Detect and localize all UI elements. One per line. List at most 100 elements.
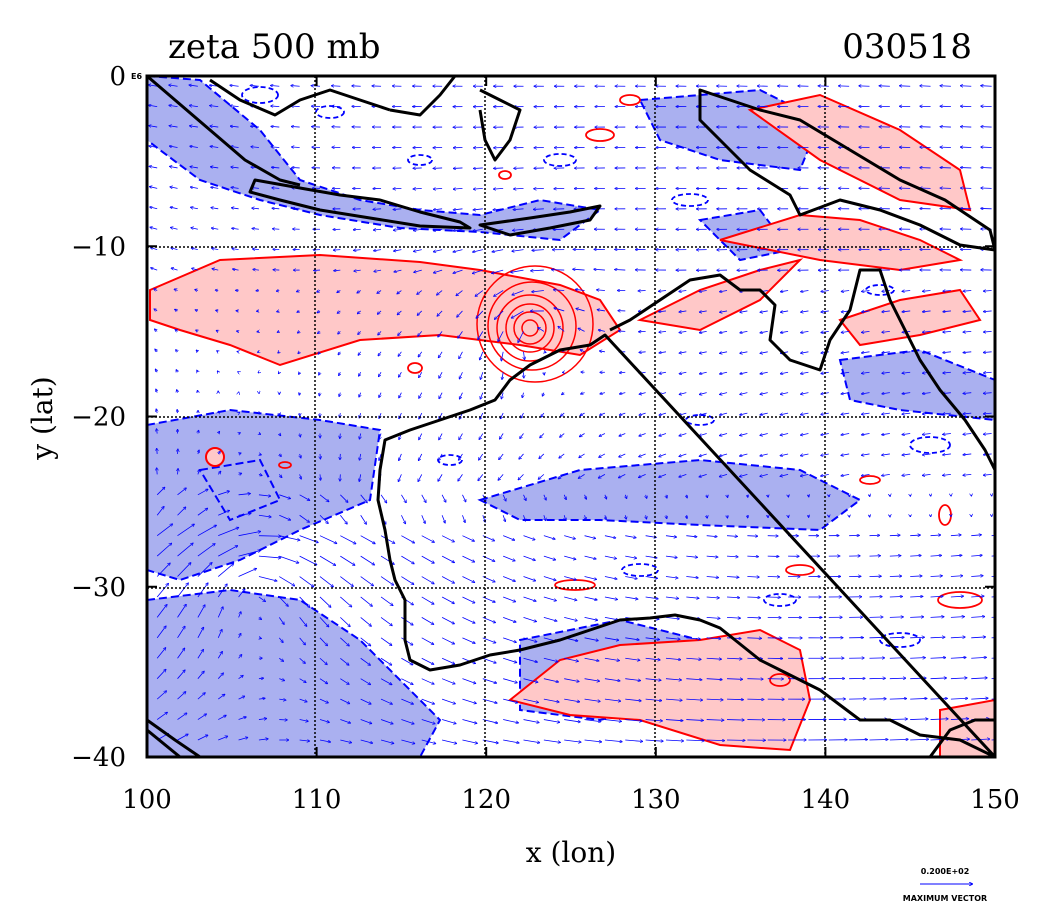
wind-vector (605, 515, 606, 519)
wind-vector (258, 678, 263, 679)
wind-vector (421, 555, 434, 563)
wind-vector (514, 209, 524, 210)
wind-vector (538, 328, 545, 332)
wind-vector (645, 698, 662, 700)
wind-vector (659, 291, 667, 292)
wind-vector (645, 740, 663, 741)
wind-vector (576, 309, 585, 312)
wind-vector (238, 494, 250, 495)
wind-vector (984, 413, 992, 414)
wind-vector (319, 372, 320, 374)
wind-vector (665, 556, 677, 557)
wind-vector (930, 719, 948, 720)
wind-vector (379, 453, 382, 460)
wind-vector (543, 739, 560, 742)
wind-vector (459, 453, 463, 460)
wind-vector (462, 617, 474, 623)
wind-vector (503, 637, 516, 642)
wind-vector (197, 735, 208, 741)
wind-vector (359, 433, 360, 439)
wind-vector (645, 720, 662, 721)
wind-vector (354, 270, 361, 271)
wind-vector (401, 617, 412, 624)
wind-vector (394, 209, 402, 210)
wind-vector (707, 495, 708, 498)
wind-vector (707, 515, 708, 518)
wind-vector (494, 188, 504, 189)
wind-vector (441, 515, 445, 522)
wind-vector (540, 433, 545, 438)
wind-vector (600, 393, 606, 394)
wind-vector (334, 270, 341, 271)
wind-vector (454, 168, 463, 169)
wind-vector (480, 412, 484, 419)
wind-vector (156, 563, 170, 577)
wind-vector (801, 372, 809, 373)
wind-vector (801, 291, 809, 292)
wind-vector (923, 311, 931, 312)
x-tick-label: 110 (292, 785, 342, 815)
wind-vector (686, 699, 702, 700)
wind-vector (251, 147, 259, 148)
wind-vector (176, 370, 177, 372)
wind-vector (258, 576, 277, 581)
wind-vector (155, 349, 157, 351)
wind-vector (564, 739, 580, 742)
wind-vector (177, 563, 191, 577)
wind-vector (177, 605, 186, 618)
wind-vector (300, 453, 301, 458)
wind-vector (639, 453, 646, 457)
wind-vector (218, 371, 219, 372)
wind-vector (686, 740, 703, 741)
wind-vector (659, 433, 667, 436)
wind-vector (659, 372, 667, 373)
wind-vector (441, 719, 456, 724)
wind-vector (499, 453, 504, 459)
wind-vector (459, 372, 463, 378)
wind-vector (579, 453, 585, 457)
wind-vector (780, 453, 789, 456)
wind-vector (230, 85, 239, 86)
wind-vector (604, 576, 617, 579)
wind-vector (359, 453, 360, 460)
wind-vector (740, 352, 748, 353)
wind-vector (963, 352, 972, 353)
wind-vector (841, 393, 850, 394)
wind-vector (524, 515, 526, 521)
wind-vector (459, 433, 463, 440)
wind-vector (177, 734, 188, 741)
wind-vector (401, 657, 412, 664)
wind-vector (523, 719, 539, 723)
wind-vector (297, 291, 300, 292)
wind-vector (950, 657, 966, 658)
wind-vector (177, 543, 193, 557)
wind-vector (950, 678, 967, 679)
wind-vector (480, 372, 484, 379)
wind-vector (584, 596, 597, 600)
wind-vector (523, 535, 535, 540)
wind-vector (720, 291, 728, 292)
wind-vector (299, 372, 300, 374)
wind-vector (360, 657, 370, 665)
wind-vector (238, 473, 242, 474)
wind-vector (882, 393, 890, 394)
wind-vector (156, 369, 158, 373)
wind-vector (359, 474, 360, 481)
wind-vector (539, 474, 545, 479)
wind-vector (740, 453, 748, 456)
wind-vector (594, 269, 605, 270)
wind-vector (479, 453, 484, 460)
wind-vector (434, 249, 443, 252)
wind-vector (882, 454, 890, 455)
wind-vector (543, 576, 556, 581)
wind-vector (218, 472, 220, 475)
wind-vector (231, 126, 239, 127)
wind-vector (780, 473, 789, 476)
wind-vector (319, 514, 328, 523)
wind-vector (706, 720, 724, 721)
wind-vector (418, 474, 423, 481)
wind-vector (156, 626, 166, 639)
wind-vector (462, 576, 474, 583)
wind-vector (600, 412, 606, 415)
wind-vector (971, 657, 986, 658)
